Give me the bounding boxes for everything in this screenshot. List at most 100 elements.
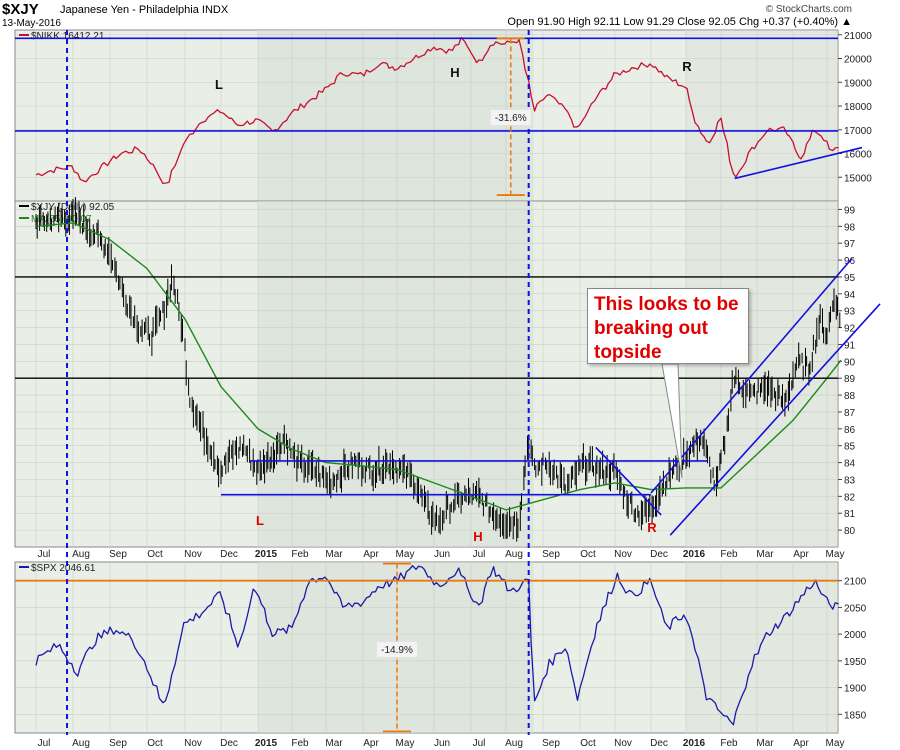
y-tick-label: 85 — [844, 442, 856, 453]
x-axis-label: Dec — [650, 738, 668, 749]
x-axis-label: Nov — [184, 549, 202, 560]
decline-label-bg — [377, 642, 417, 657]
x-axis-label: Oct — [580, 738, 596, 749]
xjy-channel-lower — [669, 303, 881, 536]
decline-label-bg — [490, 110, 531, 125]
xjy-label-left-shoulder: L — [256, 513, 264, 528]
x-axis-label: Mar — [756, 738, 774, 749]
y-tick-label: 2100 — [844, 577, 867, 588]
y-tick-label: 19000 — [844, 78, 872, 89]
x-axis-label: Mar — [325, 738, 343, 749]
instrument-name-text: Japanese Yen - Philadelphia — [60, 4, 199, 16]
x-axis-labels: Jul Aug Sep Oct Nov Dec 2015 Feb Mar Apr May Jun Jul… — [38, 549, 845, 749]
x-axis-label: Feb — [291, 738, 309, 749]
y-tick-label: 20000 — [844, 55, 872, 66]
x-axis-label: Dec — [220, 549, 238, 560]
x-axis-label: 2015 — [255, 738, 278, 749]
xjy-label-right-shoulder: R — [647, 520, 657, 535]
y-tick-label: 17000 — [844, 126, 872, 137]
x-axis-label: Dec — [220, 738, 238, 749]
x-axis-label: Jun — [434, 738, 450, 749]
x-axis-label: Sep — [109, 738, 127, 749]
y-tick-label: 83 — [844, 475, 856, 486]
stockcharts-credit: © StockCharts.com — [765, 4, 852, 15]
callout-line-3: topside — [594, 342, 662, 363]
x-axis-label: Jun — [434, 549, 450, 560]
x-axis-label: Jul — [38, 549, 51, 560]
panel-shade — [686, 30, 838, 201]
x-axis-label: Feb — [291, 549, 309, 560]
x-axis-label: Dec — [650, 549, 668, 560]
y-tick-label: 84 — [844, 459, 856, 470]
y-tick-label: 97 — [844, 239, 856, 250]
xjy-downtrend-line — [595, 446, 662, 516]
panel-nikkei: 15000 16000 17000 18000 19000 20000 21000 $NIKK… — [14, 29, 872, 202]
x-axis-label: May — [396, 738, 415, 749]
y-tick-label: 15000 — [844, 173, 872, 184]
y-tick-label: 1850 — [844, 710, 867, 721]
x-axis-label: Apr — [793, 549, 809, 560]
x-axis-label: 2016 — [683, 738, 706, 749]
y-tick-label: 92 — [844, 324, 856, 335]
x-axis-label: Jul — [473, 549, 486, 560]
series-line-spx — [35, 565, 839, 726]
decline-label: -31.6% — [495, 113, 527, 124]
x-axis-label: Nov — [614, 738, 632, 749]
y-tick-label: 87 — [844, 408, 856, 419]
panel-shade — [686, 201, 838, 547]
series-line-ma65 — [35, 222, 842, 511]
decline-label: -14.9% — [381, 645, 413, 656]
chart-instrument-name: Japanese Yen - Philadelphia INDX — [60, 4, 228, 16]
y-tick-label: 81 — [844, 509, 856, 520]
panel-xjy: 8081828384858687888990919293949596979899… — [14, 197, 856, 548]
x-axis-label: May — [396, 549, 415, 560]
panel-shade — [258, 201, 534, 547]
exchange-text: INDX — [201, 4, 229, 16]
x-axis-label: Apr — [363, 738, 379, 749]
callout-line-1: This looks to be — [594, 294, 739, 315]
y-tick-label: 18000 — [844, 102, 872, 113]
y-tick-label: 98 — [844, 222, 856, 233]
x-axis-label: Jul — [473, 738, 486, 749]
y-tick-label: 1950 — [844, 657, 867, 668]
nikkei-label-left-shoulder: L — [215, 77, 223, 92]
xjy-label-head: H — [473, 529, 482, 544]
chart-annotations: -31.6% -14.9% L H R L H R — [15, 30, 881, 735]
y-tick-label: 91 — [844, 340, 856, 351]
x-axis-label: May — [826, 738, 845, 749]
x-axis-label: Oct — [147, 549, 163, 560]
x-axis-label: Aug — [505, 738, 523, 749]
x-axis-label: May — [826, 549, 845, 560]
y-tick-label: 86 — [844, 425, 856, 436]
x-axis-label: Sep — [542, 738, 560, 749]
y-tick-label: 82 — [844, 492, 856, 503]
x-axis-label: Feb — [720, 549, 738, 560]
y-tick-label: 16000 — [844, 150, 872, 161]
x-axis-label: 2015 — [255, 549, 278, 560]
x-axis-label: Aug — [72, 738, 90, 749]
y-tick-label: 2000 — [844, 630, 867, 641]
x-axis-label: Aug — [72, 549, 90, 560]
x-axis-label: Aug — [505, 549, 523, 560]
x-axis-label: Sep — [542, 549, 560, 560]
panel-shade — [686, 562, 838, 733]
y-tick-label: 94 — [844, 290, 856, 301]
y-tick-label: 1900 — [844, 684, 867, 695]
xjy-channel-upper — [650, 257, 853, 494]
y-tick-label: 80 — [844, 526, 856, 537]
breakout-callout: This looks to be breaking out topside — [587, 288, 749, 364]
x-axis-label: Apr — [363, 549, 379, 560]
y-tick-label: 89 — [844, 374, 856, 385]
x-axis-label: 2016 — [683, 549, 706, 560]
chart-symbol: $XJY — [2, 1, 39, 18]
x-axis-label: Mar — [756, 549, 774, 560]
x-axis-label: Mar — [325, 549, 343, 560]
x-axis-label: Feb — [720, 738, 738, 749]
callout-line-2: breaking out — [594, 318, 709, 339]
x-axis-label: Oct — [580, 549, 596, 560]
y-tick-label: 93 — [844, 307, 856, 318]
x-axis-label: Oct — [147, 738, 163, 749]
x-axis-label: Jul — [38, 738, 51, 749]
y-tick-label: 95 — [844, 273, 856, 284]
